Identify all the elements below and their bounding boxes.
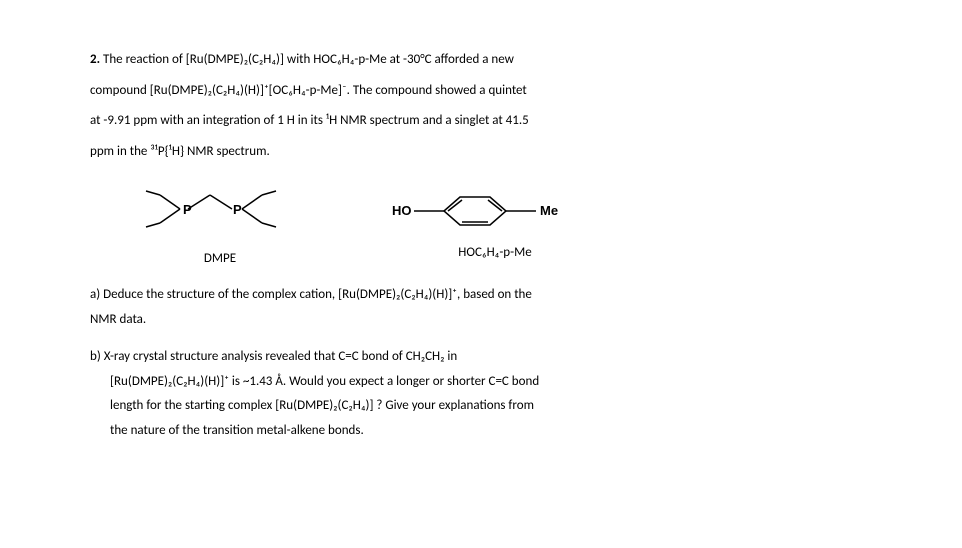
part-b-line4: the nature of the transition metal-alken… (90, 419, 872, 444)
part-b-line2: [Ru(DMPE)₂(C₂H₄)(H)]⁺ is ~1.43 Å. Would … (90, 370, 872, 395)
part-a: a) Deduce the structure of the complex c… (90, 283, 872, 332)
part-a-line1: a) Deduce the structure of the complex c… (90, 283, 872, 308)
problem-statement-line3: at -9.91 ppm with an integration of 1 H … (90, 109, 872, 134)
svg-text:P: P (233, 202, 242, 217)
dmpe-diagram-col: P P DMPE (130, 183, 310, 272)
dmpe-structure: P P (130, 183, 310, 243)
part-b: b) X-ray crystal structure analysis reve… (90, 345, 872, 444)
me-label: Me (540, 203, 558, 218)
aryl-diagram-col: HO Me HOC₆H₄-p-Me (390, 189, 600, 266)
problem-statement-line4: ppm in the ³¹P{¹H} NMR spectrum. (90, 140, 872, 165)
problem-statement-line2: compound [Ru(DMPE)₂(C₂H₄)(H)]⁺[OC₆H₄-p-M… (90, 79, 872, 104)
aryl-structure: HO Me (390, 189, 600, 237)
problem-statement-line1: 2. The reaction of [Ru(DMPE)₂(C₂H₄)] wit… (90, 48, 872, 73)
part-a-line2: NMR data. (90, 308, 872, 333)
problem-text-1: The reaction of [Ru(DMPE)₂(C₂H₄)] with H… (100, 52, 514, 67)
document-page: 2. The reaction of [Ru(DMPE)₂(C₂H₄)] wit… (0, 0, 962, 444)
part-b-line1: b) X-ray crystal structure analysis reve… (90, 345, 872, 370)
diagram-row: P P DMPE HO Me HOC₆H₄-p-Me (130, 183, 872, 272)
ho-label: HO (392, 203, 412, 218)
dmpe-caption: DMPE (204, 247, 236, 272)
svg-text:P: P (183, 202, 192, 217)
problem-number: 2. (90, 52, 100, 67)
aryl-caption: HOC₆H₄-p-Me (458, 241, 531, 266)
part-b-line3: length for the starting complex [Ru(DMPE… (90, 394, 872, 419)
